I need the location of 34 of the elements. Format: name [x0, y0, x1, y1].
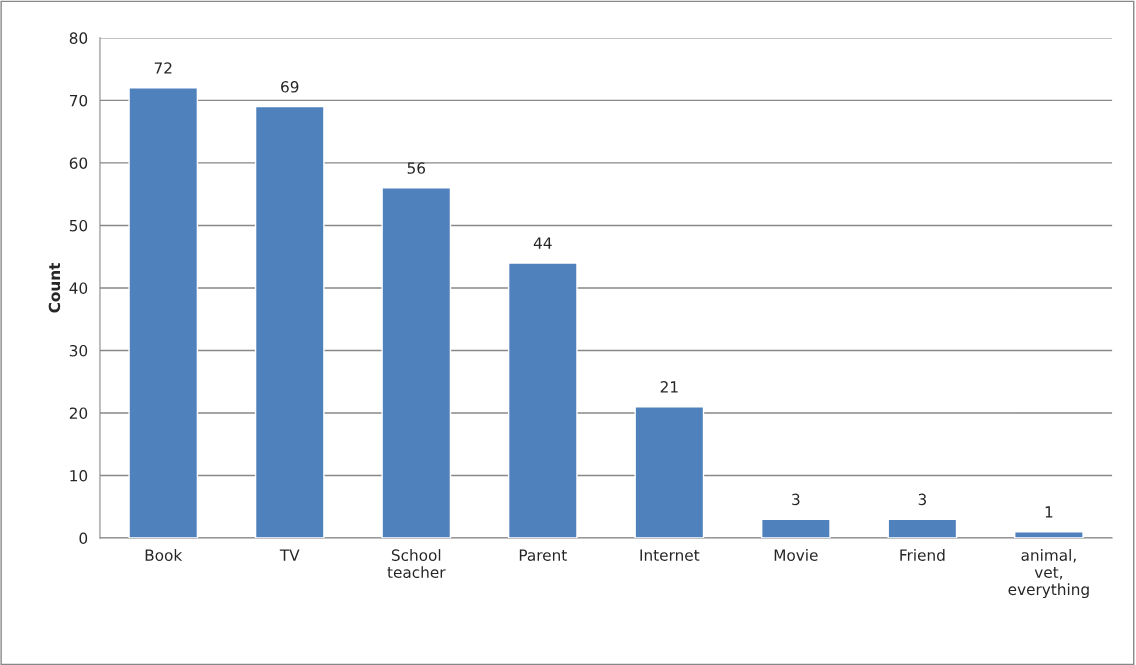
y-tick-label: 70 [69, 94, 88, 107]
data-label: 3 [918, 493, 926, 506]
bar [1014, 531, 1084, 538]
x-tick-label: animal, vet, everything [1008, 549, 1089, 599]
y-tick-label: 50 [69, 219, 88, 232]
data-label: 56 [407, 162, 426, 174]
bar [634, 406, 705, 538]
data-label: 1 [1045, 506, 1053, 518]
x-tick-label: Movie [774, 549, 818, 561]
y-tick-label: 40 [69, 282, 88, 294]
x-tick-label: Parent [519, 549, 567, 561]
y-axis-title: Count [48, 262, 61, 313]
bar [507, 262, 578, 538]
data-label: 3 [792, 493, 800, 506]
data-label: 69 [281, 81, 299, 93]
y-tick-label: 20 [69, 407, 88, 419]
bar [760, 518, 831, 538]
data-label: 72 [154, 62, 172, 74]
bar [381, 187, 452, 538]
x-tick-label: School teacher [387, 549, 446, 579]
bar [128, 87, 199, 538]
y-tick-label: 60 [69, 157, 88, 169]
bar [254, 105, 325, 538]
y-tick-label: 0 [79, 532, 88, 545]
x-tick-label: Friend [900, 549, 945, 561]
data-label: 21 [660, 381, 678, 393]
y-tick-label: 80 [69, 32, 88, 44]
bar [887, 518, 958, 538]
y-tick-label: 10 [70, 469, 88, 482]
data-label: 44 [533, 237, 552, 249]
x-tick-label: Book [145, 549, 183, 561]
x-tick-label: Internet [640, 549, 700, 561]
x-tick-label: TV [279, 549, 300, 561]
y-tick-label: 30 [69, 344, 88, 357]
